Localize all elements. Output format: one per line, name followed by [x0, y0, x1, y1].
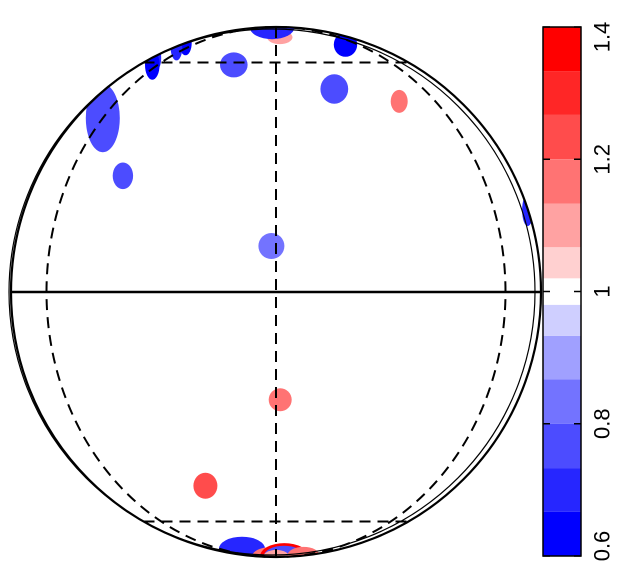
colorbar-bin [543, 114, 581, 160]
spot [263, 549, 290, 557]
colorbar-tick-label: 0.6 [590, 531, 615, 562]
colorbar-bin [543, 203, 581, 248]
colorbar-tick-label: 1.4 [590, 22, 615, 53]
spot [258, 233, 285, 259]
colorbar-tick-labels: 0.6 0.8 1 1.2 1.4 [590, 22, 615, 562]
colorbar-bin [543, 379, 581, 424]
colorbar [542, 26, 582, 557]
sphere-map [8, 25, 543, 559]
colorbar-bin [543, 71, 581, 115]
colorbar-tick-label: 1 [590, 285, 615, 297]
colorbar-bin [543, 511, 581, 556]
colorbar-bin [543, 159, 581, 204]
sphere-outline [9, 25, 543, 559]
colorbar-bin [543, 247, 581, 279]
spot [112, 162, 134, 190]
spot [320, 74, 349, 104]
colorbar-bin [543, 304, 581, 336]
colorbar-bin [543, 27, 581, 72]
colorbar-bin [543, 468, 581, 512]
spot [218, 536, 266, 557]
colorbar-bin [543, 335, 581, 380]
spot [390, 89, 408, 113]
colorbar-tick-label: 0.8 [590, 408, 615, 439]
spot [268, 388, 292, 412]
sphere-outline-inner [8, 28, 536, 556]
spot [193, 472, 218, 499]
meridian-line [45, 26, 277, 558]
colorbar-bin [543, 423, 581, 468]
meridian-line [275, 26, 507, 558]
colorbar-tick-label: 1.2 [590, 144, 615, 175]
spot [220, 52, 248, 78]
